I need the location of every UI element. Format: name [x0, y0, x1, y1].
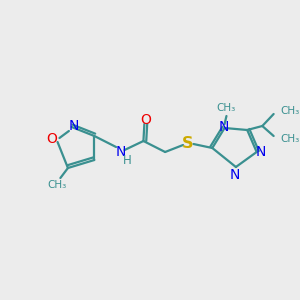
Text: CH₃: CH₃ — [217, 103, 236, 113]
Text: N: N — [68, 119, 79, 133]
Text: O: O — [46, 132, 57, 146]
Text: H: H — [123, 154, 132, 166]
Text: S: S — [182, 136, 194, 151]
Text: N: N — [255, 145, 266, 159]
Text: N: N — [230, 168, 240, 182]
Text: O: O — [140, 113, 151, 127]
Text: CH₃: CH₃ — [47, 180, 66, 190]
Text: CH₃: CH₃ — [280, 134, 299, 144]
Text: CH₃: CH₃ — [280, 106, 299, 116]
Text: N: N — [218, 120, 229, 134]
Text: N: N — [116, 145, 126, 159]
